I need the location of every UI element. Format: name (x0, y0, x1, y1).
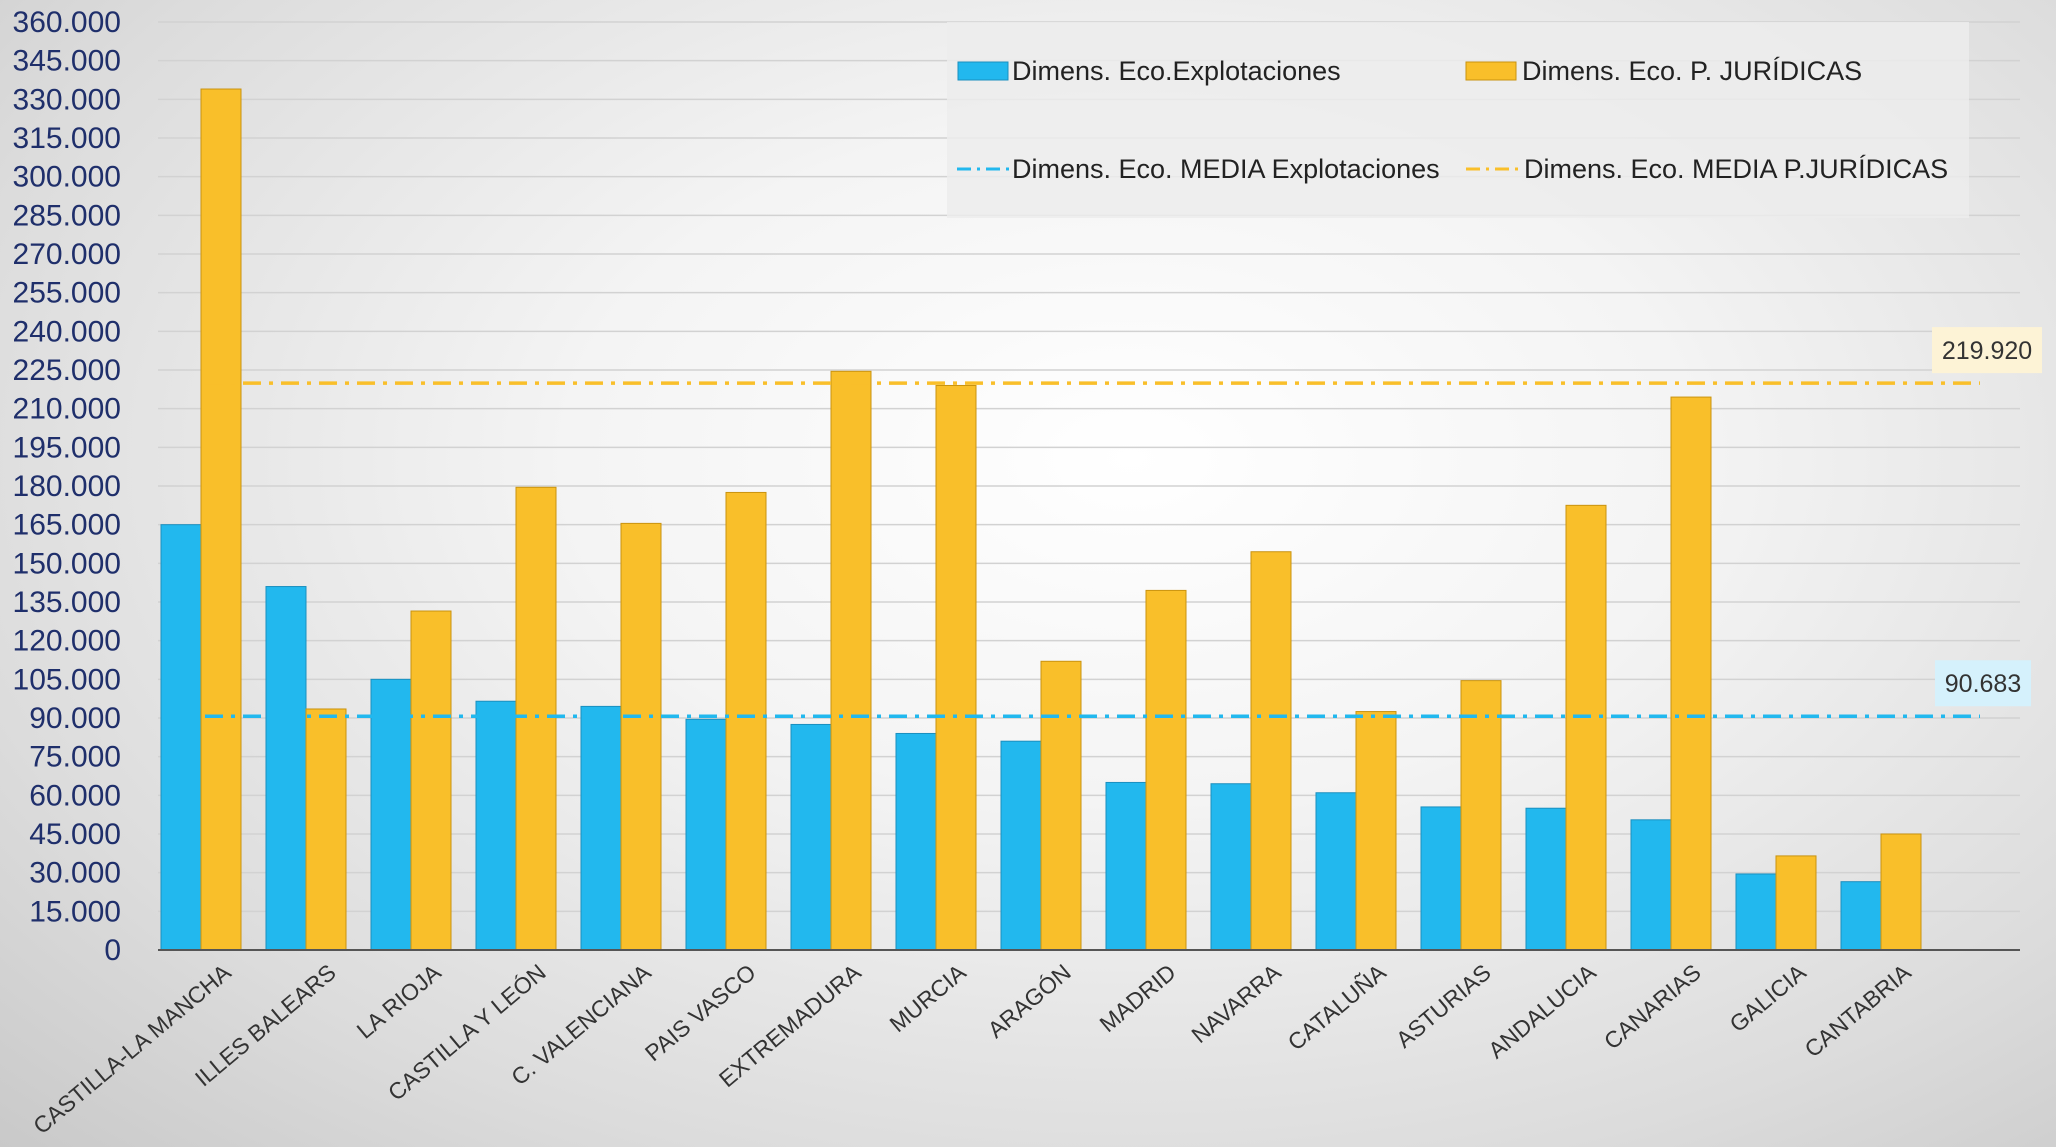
bar-series-1 (1735, 873, 1777, 951)
y-tick-label: 300.000 (13, 161, 121, 194)
x-tick-label: CATALUÑA (1283, 958, 1392, 1055)
bar-series-1 (580, 705, 622, 951)
legend-swatch-series-2 (1465, 61, 1517, 81)
x-tick-label: MURCIA (884, 958, 971, 1037)
bar-series-2 (1250, 551, 1292, 951)
x-tick-label: CASTILLA-LA MANCHA (28, 958, 236, 1139)
bar-series-2 (1880, 833, 1922, 951)
bar-series-2 (1565, 504, 1607, 951)
bar-series-1 (1840, 881, 1882, 951)
x-tick-label: LA RIOJA (352, 958, 447, 1043)
media-label-box-1 (1935, 660, 2031, 707)
bar-series-1 (475, 700, 517, 951)
bar-series-1 (265, 586, 307, 951)
bar-series-2 (1775, 855, 1817, 951)
y-tick-label: 90.000 (29, 702, 121, 735)
bar-series-2 (725, 491, 767, 951)
bars (160, 88, 1922, 951)
y-tick-label: 165.000 (13, 509, 121, 542)
bar-series-2 (200, 88, 242, 951)
y-tick-label: 135.000 (13, 586, 121, 619)
x-tick-label: ARAGÓN (983, 959, 1076, 1043)
media-label-2: 219.920 (1942, 337, 2032, 365)
bar-series-2 (1145, 589, 1187, 951)
y-tick-label: 120.000 (13, 625, 121, 658)
x-tick-label: CANTABRIA (1799, 958, 1916, 1062)
bar-series-1 (160, 524, 202, 951)
y-axis: 0 15.000 30.000 45.000 60.000 75.000 90.000 105… (13, 6, 121, 967)
bar-series-1 (1525, 807, 1567, 951)
y-tick-label: 0 (104, 934, 121, 967)
bar-series-1 (1210, 783, 1252, 951)
y-tick-label: 360.000 (13, 6, 121, 39)
x-tick-label: ASTURIAS (1391, 959, 1496, 1053)
y-tick-label: 195.000 (13, 431, 121, 464)
legend-label-series-1: Dimens. Eco.Explotaciones (1012, 56, 1341, 86)
y-tick-label: 330.000 (13, 83, 121, 116)
legend: Dimens. Eco.Explotaciones Dimens. Eco. P… (947, 22, 1969, 218)
y-tick-label: 285.000 (13, 199, 121, 232)
reference-lines: 90.683 219.920 (205, 327, 2042, 718)
x-tick-label: MADRID (1094, 959, 1180, 1037)
bar-series-2 (1040, 660, 1082, 951)
legend-background (947, 22, 1969, 218)
bar-series-1 (685, 718, 727, 951)
bar-series-2 (830, 370, 872, 951)
bar-series-2 (1460, 680, 1502, 951)
y-tick-label: 45.000 (29, 818, 121, 851)
bar-series-2 (305, 708, 347, 951)
bar-series-2 (410, 610, 452, 951)
bar-series-1 (1000, 740, 1042, 951)
media-label-1: 90.683 (1945, 670, 2021, 698)
y-tick-label: 60.000 (29, 779, 121, 812)
x-tick-label: NAVARRA (1186, 958, 1286, 1048)
y-tick-label: 105.000 (13, 663, 121, 696)
y-tick-label: 315.000 (13, 122, 121, 155)
legend-swatch-series-1 (957, 61, 1009, 81)
y-tick-label: 75.000 (29, 741, 121, 774)
bar-series-1 (895, 732, 937, 951)
bar-series-1 (1315, 792, 1357, 951)
y-tick-label: 225.000 (13, 354, 121, 387)
bar-series-1 (1105, 781, 1147, 951)
x-tick-label: GALICIA (1724, 958, 1811, 1037)
media-label-box-2 (1932, 327, 2042, 374)
bar-series-2 (515, 486, 557, 951)
y-tick-label: 150.000 (13, 547, 121, 580)
y-tick-label: 255.000 (13, 277, 121, 310)
bar-series-1 (1420, 806, 1462, 951)
y-tick-label: 240.000 (13, 315, 121, 348)
x-tick-label: ANDALUCIA (1483, 958, 1601, 1063)
bar-series-2 (1670, 396, 1712, 951)
bar-series-1 (790, 723, 832, 951)
y-tick-label: 180.000 (13, 470, 121, 503)
x-tick-label: CANARIAS (1599, 959, 1706, 1055)
bar-series-2 (1355, 711, 1397, 951)
y-tick-label: 210.000 (13, 393, 121, 426)
legend-label-media-1: Dimens. Eco. MEDIA Explotaciones (1012, 154, 1440, 184)
bar-series-1 (1630, 819, 1672, 951)
legend-label-series-2: Dimens. Eco. P. JURÍDICAS (1522, 56, 1862, 86)
bar-series-1 (370, 678, 412, 951)
legend-label-media-2: Dimens. Eco. MEDIA P.JURÍDICAS (1524, 154, 1948, 184)
y-tick-label: 270.000 (13, 238, 121, 271)
bar-series-2 (935, 384, 977, 951)
y-tick-label: 345.000 (13, 45, 121, 78)
y-tick-label: 15.000 (29, 895, 121, 928)
y-tick-label: 30.000 (29, 857, 121, 890)
bar-series-2 (620, 522, 662, 951)
